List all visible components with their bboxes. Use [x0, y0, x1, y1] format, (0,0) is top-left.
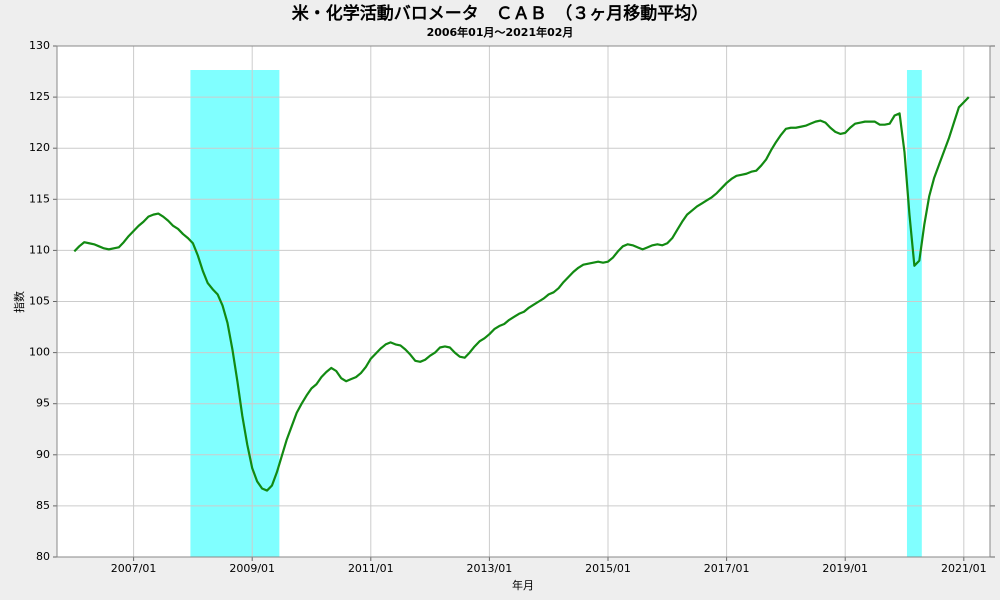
x-axis-label: 年月	[512, 578, 534, 592]
y-tick-label: 130	[29, 39, 50, 52]
y-tick-label: 85	[36, 499, 50, 512]
shaded-range	[906, 70, 922, 557]
y-tick-label: 80	[36, 550, 50, 563]
data-line	[73, 96, 970, 492]
y-tick-label: 120	[29, 141, 50, 154]
y-tick-label: 105	[29, 295, 50, 308]
y-tick-label: 115	[29, 192, 50, 205]
x-tick-label: 2021/01	[941, 562, 987, 575]
y-tick-label: 125	[29, 90, 50, 103]
x-tick-label: 2009/01	[229, 562, 275, 575]
x-tick-label: 2015/01	[585, 562, 631, 575]
y-tick-label: 90	[36, 448, 50, 461]
y-tick-label: 110	[29, 243, 50, 256]
y-axis-label: 指数	[12, 291, 26, 313]
x-tick-label: 2013/01	[467, 562, 513, 575]
x-tick-label: 2011/01	[348, 562, 394, 575]
x-tick-label: 2017/01	[704, 562, 750, 575]
x-tick-label: 2019/01	[822, 562, 868, 575]
y-tick-label: 100	[29, 346, 50, 359]
chart-title: 米・化学活動バロメータ ＣＡＢ （３ヶ月移動平均）	[292, 3, 709, 24]
y-tick-label: 95	[36, 397, 50, 410]
chart-subtitle: 2006年01月～2021年02月	[427, 25, 574, 39]
x-tick-label: 2007/01	[111, 562, 157, 575]
plot-border	[56, 45, 991, 558]
shaded-range	[190, 70, 280, 557]
